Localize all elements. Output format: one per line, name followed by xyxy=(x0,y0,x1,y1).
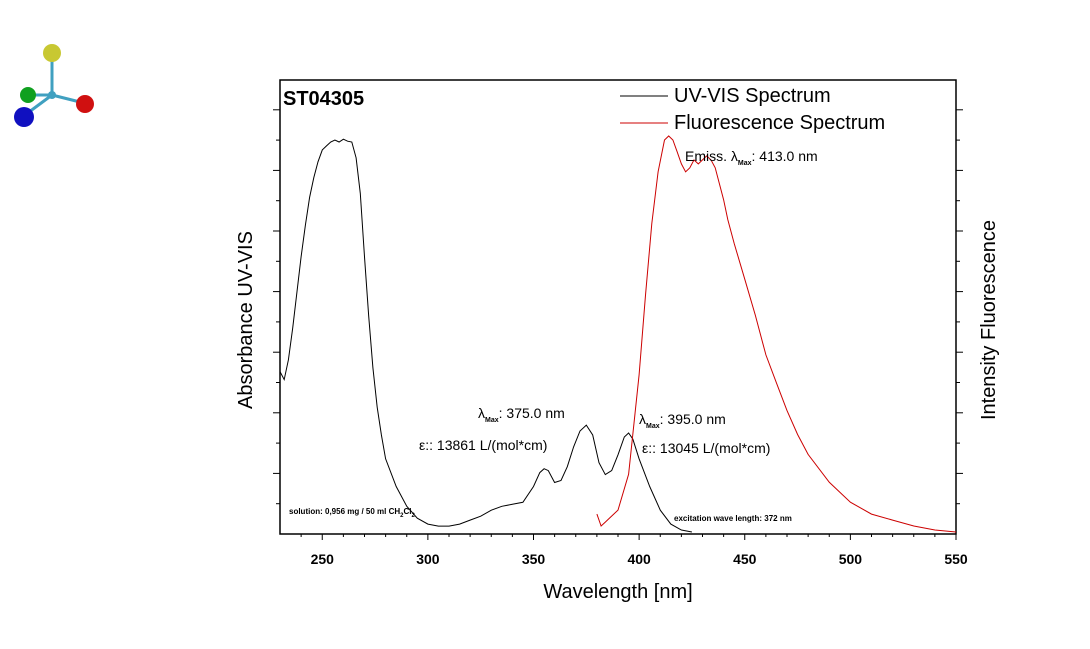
y2-axis-title: Intensity Fluorescence xyxy=(978,220,1000,420)
x-tick-label: 400 xyxy=(627,551,651,567)
x-tick-label: 500 xyxy=(839,551,863,567)
x-tick-label: 550 xyxy=(944,551,968,567)
uv-vis-series-line xyxy=(279,138,692,533)
x-tick-label: 300 xyxy=(416,551,440,567)
peak2-lambda-annotation: λMax: 395.0 nm xyxy=(639,411,726,430)
x-tick-label: 250 xyxy=(311,551,335,567)
peak1-epsilon-annotation: ε:: 13861 L/(mol*cm) xyxy=(419,437,547,453)
y-axis-ticks xyxy=(273,109,963,505)
peak1-lambda-annotation: λMax: 375.0 nm xyxy=(478,405,565,424)
x-tick-label: 350 xyxy=(522,551,546,567)
legend-label-uv: UV-VIS Spectrum xyxy=(674,85,831,107)
legend: UV-VIS Spectrum Fluorescence Spectrum xyxy=(620,85,885,134)
solution-note: solution: 0,956 mg / 50 ml CH2Cl2 xyxy=(289,507,415,519)
legend-label-fluorescence: Fluorescence Spectrum xyxy=(674,112,885,134)
fluorescence-series-line xyxy=(596,135,957,533)
molecule-logo-icon xyxy=(14,44,94,127)
plot-frame xyxy=(279,79,957,535)
peak2-epsilon-annotation: ε:: 13045 L/(mol*cm) xyxy=(642,440,770,456)
excitation-note: excitation wave length: 372 nm xyxy=(674,514,792,523)
y-axis-title: Absorbance UV-VIS xyxy=(235,231,257,409)
x-tick-label: 450 xyxy=(733,551,757,567)
emission-annotation: Emiss. λMax: 413.0 nm xyxy=(685,148,818,167)
chart-title: ST04305 xyxy=(283,88,364,110)
x-axis-ticks: 250 300 350 400 450 500 550 xyxy=(300,534,968,567)
x-axis-title: Wavelength [nm] xyxy=(543,581,692,603)
